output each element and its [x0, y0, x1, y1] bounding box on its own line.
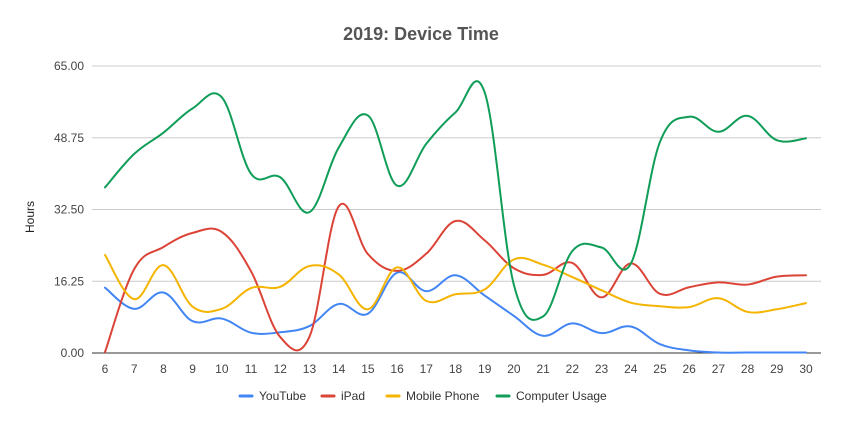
x-tick-label: 11	[245, 362, 258, 376]
x-tick-label: 24	[624, 362, 638, 376]
gridlines	[92, 65, 821, 354]
x-tick-label: 30	[799, 362, 813, 376]
x-tick-label: 22	[566, 362, 580, 376]
x-tick-label: 25	[653, 362, 667, 376]
series-line-mobile-phone	[104, 253, 807, 314]
x-tick-label: 10	[215, 362, 229, 376]
x-tick-label: 6	[102, 362, 109, 376]
y-axis-ticks: 0.00 16.25 32.50 48.75 65.00	[54, 59, 84, 360]
y-axis-label: Hours	[23, 201, 37, 233]
x-tick-label: 20	[507, 362, 521, 376]
x-tick-label: 23	[595, 362, 609, 376]
x-axis-ticks: 6 7 8 9 10 11 12 13 14 15 16 17 18 19 20 21 22 23 24 25 26 27…	[102, 362, 813, 376]
y-tick-label: 65.00	[54, 59, 84, 73]
series-line-ipad	[104, 202, 807, 354]
x-tick-label: 17	[420, 362, 434, 376]
series-line-computer-usage	[104, 80, 807, 321]
legend-label: iPad	[341, 389, 365, 403]
legend-item-computer-usage[interactable]: Computer Usage	[495, 389, 607, 403]
x-tick-label: 19	[478, 362, 492, 376]
x-tick-label: 29	[770, 362, 784, 376]
y-tick-label: 0.00	[61, 346, 85, 360]
legend-item-youtube[interactable]: YouTube	[238, 389, 306, 403]
x-tick-label: 15	[361, 362, 375, 376]
x-tick-label: 9	[189, 362, 196, 376]
x-tick-label: 13	[303, 362, 317, 376]
legend-label: Computer Usage	[516, 389, 607, 403]
x-tick-label: 28	[741, 362, 755, 376]
series-lines	[104, 80, 807, 354]
x-tick-label: 18	[449, 362, 463, 376]
y-tick-label: 16.25	[54, 274, 84, 288]
legend-item-mobile-phone[interactable]: Mobile Phone	[385, 389, 480, 403]
x-tick-label: 27	[712, 362, 726, 376]
x-tick-label: 12	[274, 362, 288, 376]
x-tick-label: 26	[682, 362, 696, 376]
series-line-youtube	[104, 271, 807, 354]
legend: YouTube iPad Mobile Phone Computer Usage	[238, 389, 607, 403]
legend-label: YouTube	[259, 389, 306, 403]
y-tick-label: 32.50	[54, 203, 84, 217]
x-tick-label: 16	[390, 362, 404, 376]
chart-title: 2019: Device Time	[343, 24, 499, 44]
y-tick-label: 48.75	[54, 131, 84, 145]
x-tick-label: 8	[160, 362, 167, 376]
x-tick-label: 21	[536, 362, 550, 376]
x-tick-label: 7	[131, 362, 138, 376]
x-tick-label: 14	[332, 362, 346, 376]
legend-item-ipad[interactable]: iPad	[320, 389, 365, 403]
legend-label: Mobile Phone	[406, 389, 480, 403]
